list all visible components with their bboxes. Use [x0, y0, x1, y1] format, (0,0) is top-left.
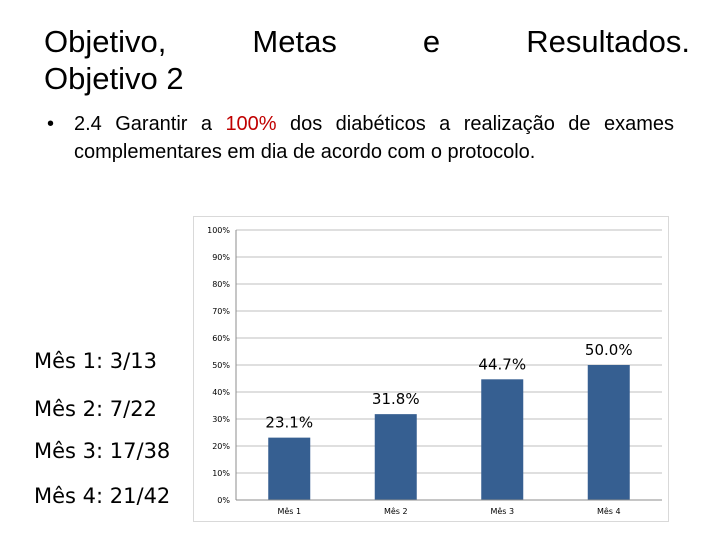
y-tick-label: 20% [212, 442, 230, 451]
month-count-2: Mês 2: 7/22 [34, 397, 157, 421]
y-tick-label: 30% [212, 415, 230, 424]
bar [481, 379, 524, 500]
bar [374, 414, 417, 500]
y-tick-label: 10% [212, 469, 230, 478]
month-count-3: Mês 3: 17/38 [34, 439, 171, 463]
x-tick-label: Mês 4 [597, 506, 621, 516]
goal-text: 2.4 Garantir a 100% dos diabéticos a rea… [74, 110, 674, 166]
page-title: Objetivo, Metas e Resultados. [44, 24, 690, 60]
month-count-1: Mês 1: 3/13 [34, 349, 157, 373]
data-label: 50.0% [585, 341, 633, 359]
title-word-1: Objetivo, [44, 24, 167, 59]
page-subtitle: Objetivo 2 [44, 61, 184, 96]
y-tick-label: 70% [212, 307, 230, 316]
title-word-4: Resultados. [526, 24, 690, 59]
chart-canvas: 0% 10% 20% 30% 40% 50% 60% 70% 80% 90% 100% 23.1% Mê… [207, 226, 662, 516]
goal-text-before: 2.4 Garantir a [74, 113, 226, 135]
y-tick-label: 40% [212, 388, 230, 397]
x-tick-label: Mês 1 [277, 506, 301, 516]
title-word-3: e [422, 24, 441, 59]
y-tick-label: 0% [217, 496, 230, 505]
month-count-4: Mês 4: 21/42 [34, 484, 171, 508]
bar [268, 437, 311, 500]
title-word-2: Metas [252, 24, 337, 59]
data-label: 31.8% [372, 390, 420, 408]
data-label: 44.7% [478, 355, 526, 373]
y-tick-label: 100% [207, 226, 230, 235]
goal-bullet: • 2.4 Garantir a 100% dos diabéticos a r… [44, 110, 674, 166]
y-tick-label: 60% [212, 334, 230, 343]
bullet-icon: • [47, 113, 55, 135]
x-tick-label: Mês 3 [490, 506, 514, 516]
bar [587, 365, 630, 500]
goal-text-after: dos diabéticos a realização de exames co… [74, 113, 674, 163]
goal-highlight: 100% [225, 113, 277, 135]
bar-chart: 0% 10% 20% 30% 40% 50% 60% 70% 80% 90% 100% 23.1% Mê… [193, 216, 669, 522]
y-tick-label: 50% [212, 361, 230, 370]
y-tick-label: 90% [212, 253, 230, 262]
data-label: 23.1% [265, 414, 313, 432]
y-tick-label: 80% [212, 280, 230, 289]
x-tick-label: Mês 2 [384, 506, 408, 516]
